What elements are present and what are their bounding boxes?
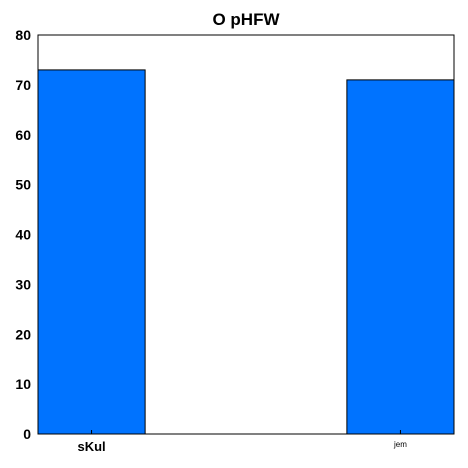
bar-series [37, 69, 455, 435]
y-tick-label: 50 [15, 177, 31, 193]
x-tick-label: sKul [77, 439, 105, 454]
y-tick-label: 70 [15, 77, 31, 93]
y-tick-label: 30 [15, 276, 31, 292]
y-tick-label: 20 [15, 326, 31, 342]
plot-frame [37, 34, 455, 435]
x-axis: sKul jem [77, 430, 407, 454]
bar-skul [37, 69, 146, 435]
y-tick-label: 80 [15, 27, 31, 43]
y-axis: 0 10 20 30 40 50 60 70 80 [15, 27, 454, 442]
bar-jem [346, 79, 455, 435]
y-tick-label: 0 [23, 426, 31, 442]
y-tick-label: 40 [15, 227, 31, 243]
x-tick-label: jem [393, 440, 407, 449]
y-tick-label: 60 [15, 127, 31, 143]
y-tick-label: 10 [15, 376, 31, 392]
chart-title: O pHFW [212, 10, 280, 29]
